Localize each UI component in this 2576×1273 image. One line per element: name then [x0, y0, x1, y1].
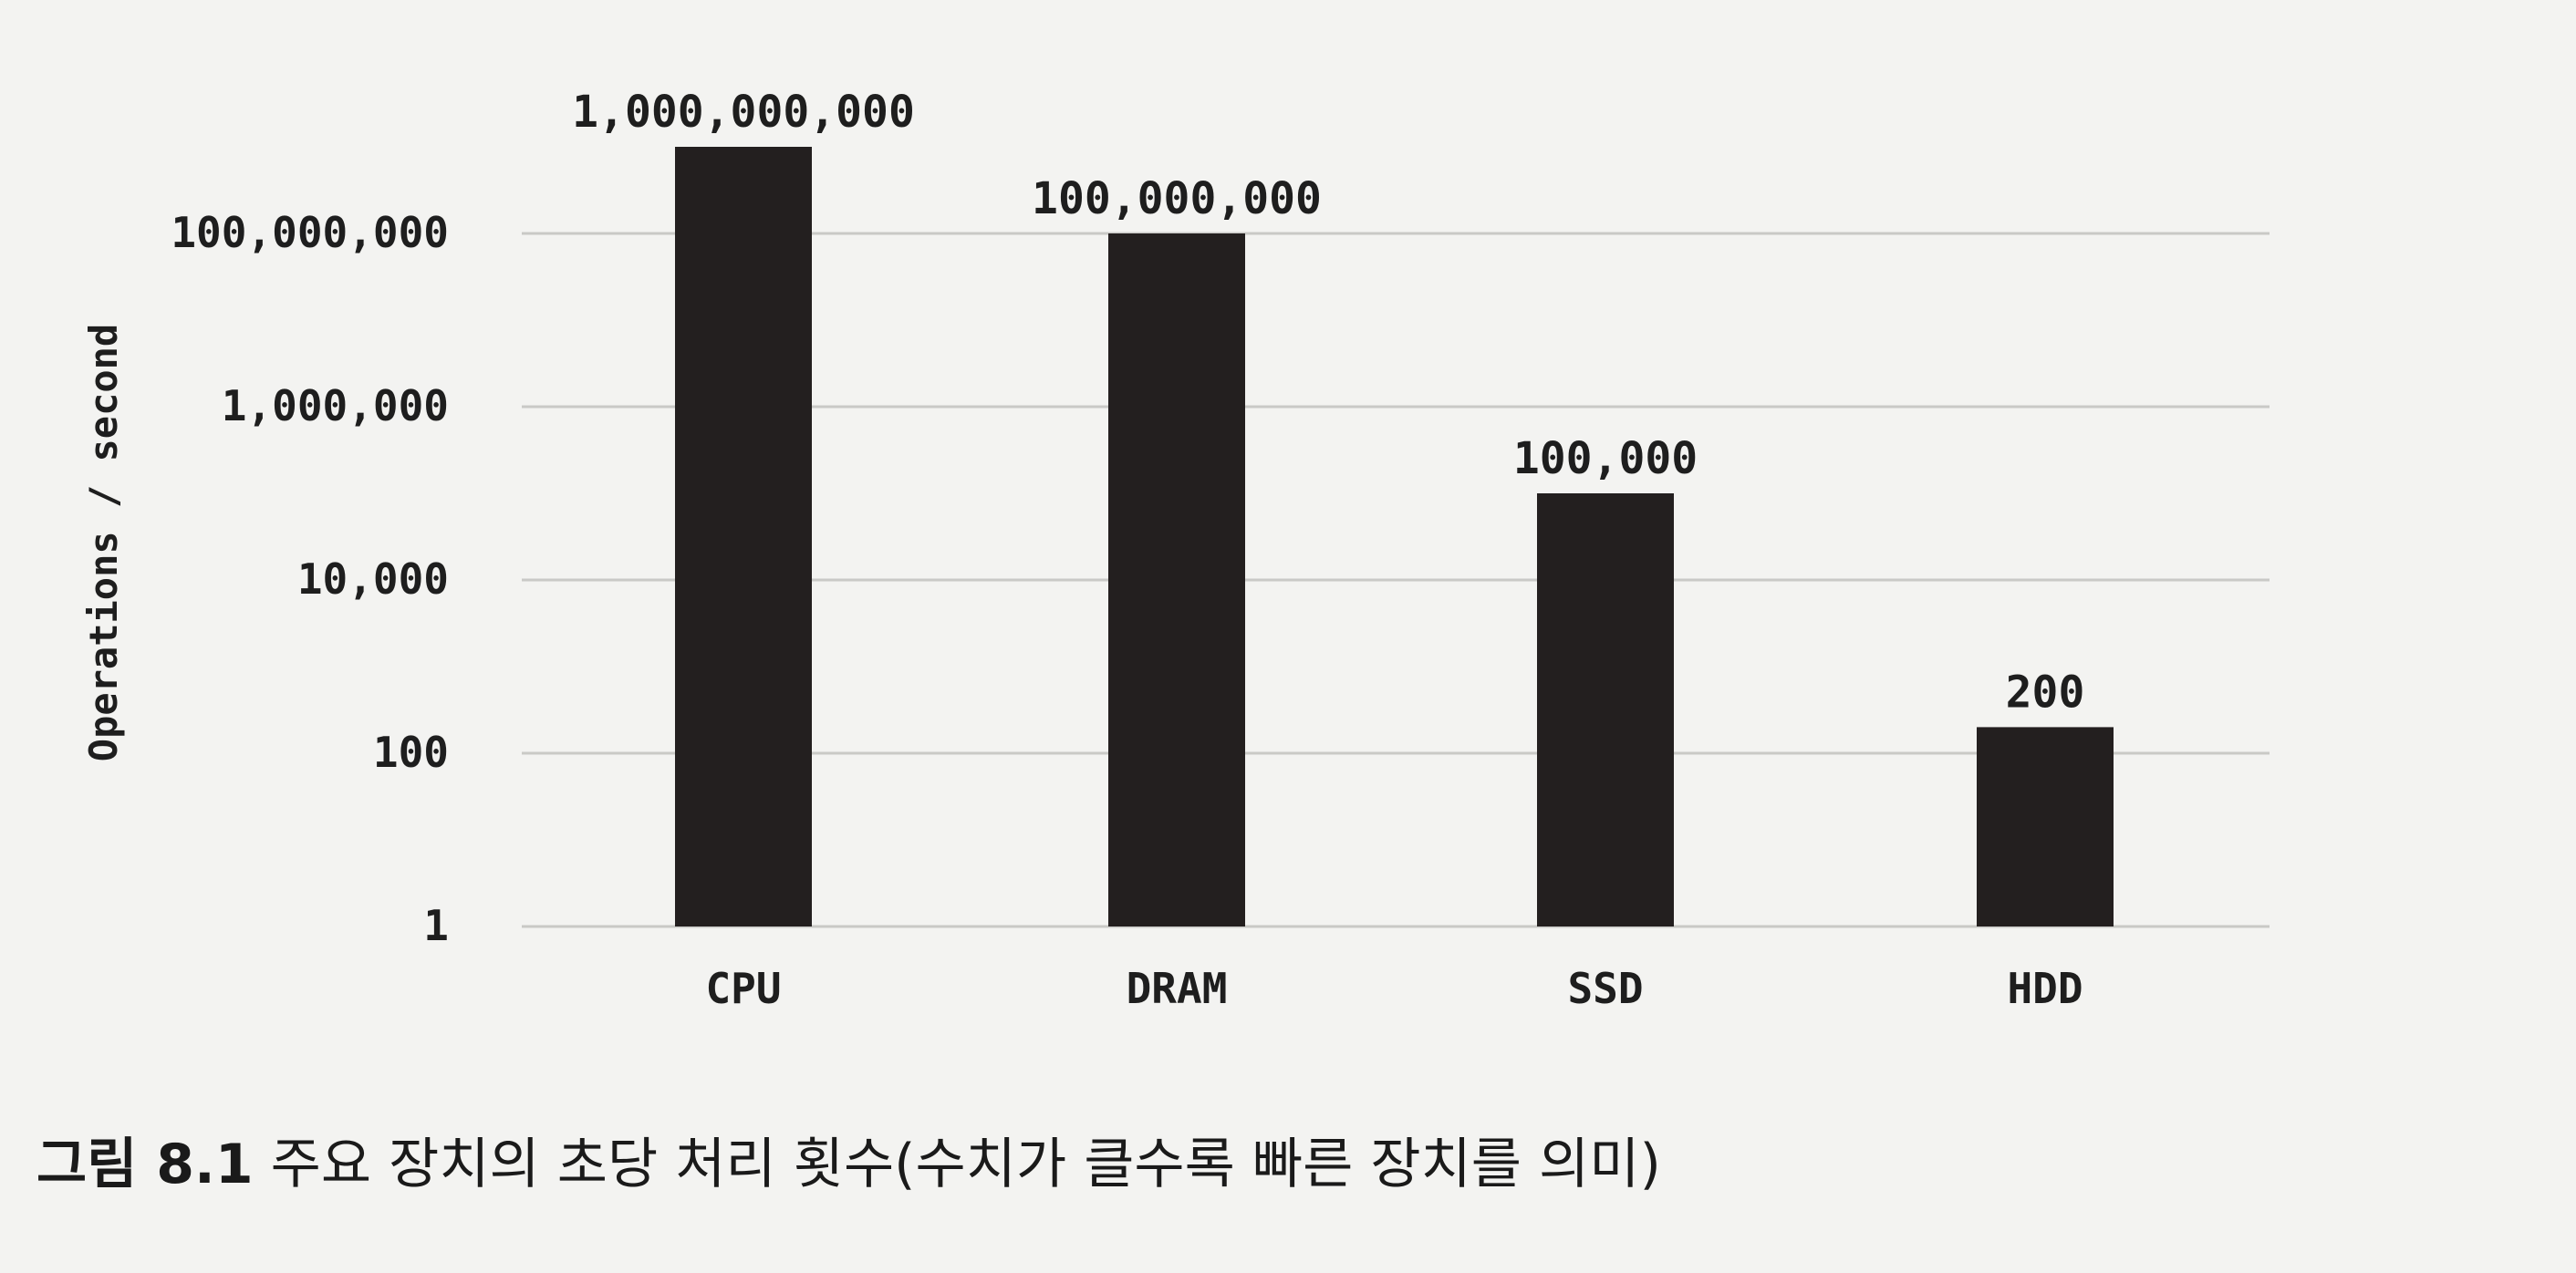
- figure-caption-text: 주요 장치의 초당 처리 횟수(수치가 클수록 빠른 장치를 의미): [270, 1133, 1661, 1196]
- y-tick-label: 1: [423, 901, 449, 950]
- bar-cpu: [675, 147, 812, 926]
- y-tick-label: 100,000,000: [171, 208, 449, 257]
- y-tick-label: 10,000: [297, 554, 449, 604]
- y-tick-label: 1,000,000: [222, 381, 449, 430]
- figure-number: 그림 8.1: [36, 1133, 254, 1196]
- value-labels: 1,000,000,000 100,000,000 100,000 200: [572, 87, 2084, 718]
- category-label-dram: DRAM: [1127, 964, 1228, 1013]
- category-label-ssd: SSD: [1567, 964, 1643, 1013]
- category-label-hdd: HDD: [2007, 964, 2083, 1013]
- bar-dram: [1108, 233, 1245, 926]
- y-tick-label: 100: [373, 728, 449, 777]
- value-label-cpu: 1,000,000,000: [572, 87, 915, 138]
- value-label-dram: 100,000,000: [1032, 173, 1322, 224]
- figure-caption: 그림 8.1 주요 장치의 초당 처리 횟수(수치가 클수록 빠른 장치를 의미…: [36, 1120, 1661, 1199]
- x-axis-categories: CPU DRAM SSD HDD: [705, 964, 2083, 1013]
- y-axis-label: Operations / second: [81, 324, 126, 761]
- category-label-cpu: CPU: [705, 964, 781, 1013]
- value-label-hdd: 200: [2006, 667, 2085, 718]
- bars: [675, 147, 2114, 926]
- bar-hdd: [1977, 727, 2114, 926]
- value-label-ssd: 100,000: [1513, 433, 1698, 484]
- bar-ssd: [1537, 493, 1674, 926]
- y-axis-ticks: 1 100 10,000 1,000,000 100,000,000: [171, 208, 449, 950]
